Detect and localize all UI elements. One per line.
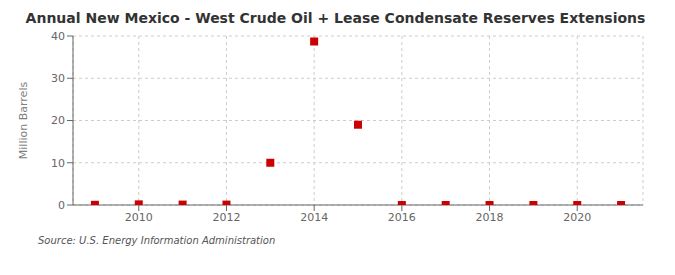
svg-text:2010: 2010 — [125, 211, 153, 224]
svg-text:2014: 2014 — [300, 211, 328, 224]
svg-text:0: 0 — [58, 199, 65, 212]
svg-text:20: 20 — [51, 114, 65, 127]
svg-text:2012: 2012 — [212, 211, 240, 224]
svg-text:40: 40 — [51, 30, 65, 43]
svg-text:30: 30 — [51, 72, 65, 85]
html-text:Annual New Mexico - West Crude: Annual New Mexico - West Crude Oil + Lea… — [25, 10, 646, 26]
svg-text:2018: 2018 — [476, 211, 504, 224]
html-text:Source: U.S. Energy Informatio: Source: U.S. Energy Information Administ… — [38, 235, 276, 246]
svg-text:Million Barrels: Million Barrels — [17, 82, 30, 160]
svg-text:2016: 2016 — [388, 211, 416, 224]
svg-text:2020: 2020 — [563, 211, 591, 224]
svg-text:10: 10 — [51, 157, 65, 170]
